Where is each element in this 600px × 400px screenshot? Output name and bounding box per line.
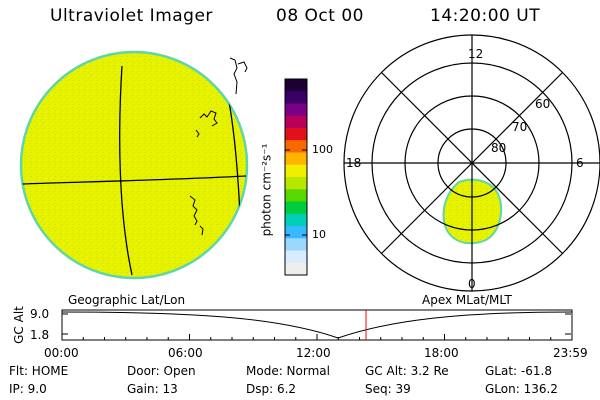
coastline bbox=[189, 57, 248, 236]
mlat-label-80: 80 bbox=[491, 141, 507, 155]
glat-status: GLat: -61.8 bbox=[485, 364, 552, 378]
colorbar-band bbox=[285, 262, 307, 276]
colorbar-band bbox=[285, 213, 307, 227]
colorbar-band bbox=[285, 115, 307, 129]
latitude-line bbox=[21, 175, 247, 185]
apex-polar-plot bbox=[343, 34, 600, 292]
geographic-image bbox=[19, 50, 249, 280]
altitude-curve bbox=[61, 311, 573, 339]
date-label: 08 Oct 00 bbox=[276, 6, 364, 26]
colorbar-tick-10: 10 bbox=[312, 228, 326, 241]
colorbar-band bbox=[285, 140, 307, 153]
colorbar-band bbox=[285, 226, 307, 239]
orbit-strip-plot bbox=[61, 309, 573, 341]
time-label: 14:20:00 UT bbox=[430, 6, 541, 26]
mlt-label-12: 12 bbox=[468, 47, 484, 61]
colorbar-band bbox=[285, 201, 307, 215]
colorbar-tick-100: 100 bbox=[312, 143, 333, 156]
strip-ytick-9: 9.0 bbox=[30, 307, 50, 321]
colorbar-unit-label: photon cm⁻²s⁻¹ bbox=[259, 143, 274, 237]
gain-status: Gain: 13 bbox=[127, 382, 178, 396]
mode-status: Mode: Normal bbox=[246, 364, 330, 378]
colorbar-frame bbox=[284, 78, 308, 276]
apex-label: Apex MLat/MLT bbox=[422, 293, 512, 307]
colorbar-band bbox=[285, 79, 307, 92]
earth-disc bbox=[19, 50, 249, 280]
colorbar-band bbox=[285, 177, 307, 190]
colorbar-band bbox=[285, 250, 307, 264]
mlt-label-6: 6 bbox=[576, 156, 584, 170]
door-status: Door: Open bbox=[127, 364, 196, 378]
mlat-label-70: 70 bbox=[512, 120, 528, 134]
colorbar-band bbox=[285, 103, 307, 117]
geographic-label: Geographic Lat/Lon bbox=[68, 293, 186, 307]
strip-xtick: 18:00 bbox=[424, 346, 459, 360]
mlat-label-60: 60 bbox=[535, 97, 551, 111]
colorbar bbox=[285, 79, 307, 276]
ip-status: IP: 9.0 bbox=[9, 382, 47, 396]
colorbar-band bbox=[285, 238, 307, 251]
colorbar-band bbox=[285, 128, 307, 141]
flight-status: Flt: HOME bbox=[9, 364, 69, 378]
strip-xtick: 06:00 bbox=[168, 346, 203, 360]
strip-ylabel: GC Alt bbox=[11, 306, 26, 344]
strip-xtick: 00:00 bbox=[44, 346, 79, 360]
colorbar-band bbox=[285, 152, 307, 166]
dsp-status: Dsp: 6.2 bbox=[246, 382, 297, 396]
glon-status: GLon: 136.2 bbox=[485, 382, 558, 396]
mlt-label-0: 0 bbox=[468, 277, 476, 291]
strip-xtick: 23:59 bbox=[553, 346, 588, 360]
colorbar-band bbox=[285, 164, 307, 178]
colorbar-band bbox=[285, 189, 307, 202]
gc-alt-status: GC Alt: 3.2 Re bbox=[365, 364, 449, 378]
colorbar-band bbox=[285, 91, 307, 104]
strip-xtick: 12:00 bbox=[296, 346, 331, 360]
strip-ytick-1.8: 1.8 bbox=[30, 328, 50, 342]
instrument-title: Ultraviolet Imager bbox=[50, 6, 213, 26]
meridian-line bbox=[119, 65, 133, 276]
mlt-label-18: 18 bbox=[346, 156, 362, 170]
seq-status: Seq: 39 bbox=[365, 382, 411, 396]
